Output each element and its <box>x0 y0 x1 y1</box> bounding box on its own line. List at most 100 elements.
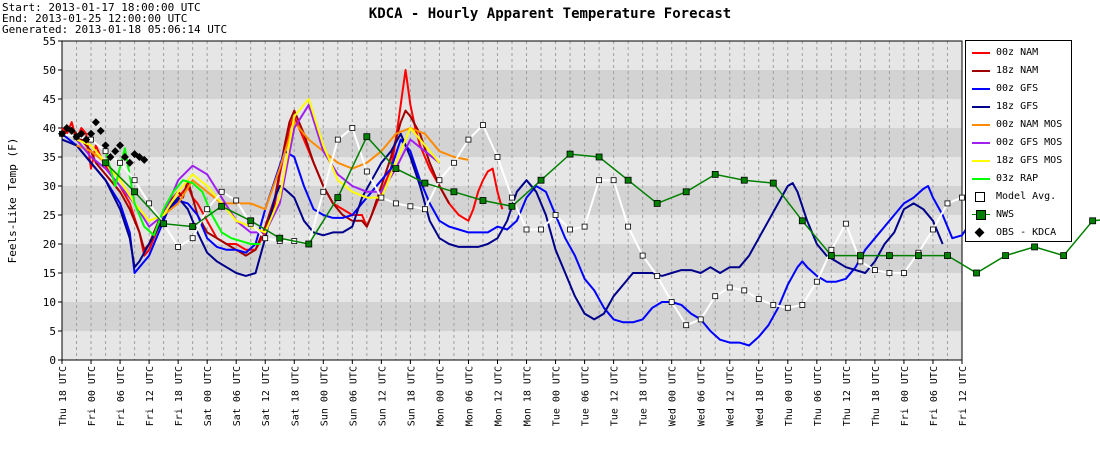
point-model-avg <box>741 287 748 294</box>
point-model-avg <box>770 301 777 308</box>
x-tick-label: Fri 06 UTC <box>116 366 127 426</box>
point-nws <box>740 176 748 184</box>
x-tick-label: Sun 12 UTC <box>377 366 388 426</box>
x-tick-label: Mon 18 UTC <box>523 366 534 426</box>
point-nws <box>653 199 661 207</box>
legend-swatch <box>972 227 990 238</box>
point-nws <box>131 188 138 196</box>
point-nws <box>247 217 255 225</box>
point-model-avg <box>175 243 182 250</box>
series-line-nws <box>105 135 1100 274</box>
point-model-avg <box>262 235 269 242</box>
legend-swatch <box>972 124 990 126</box>
point-model-avg <box>654 272 661 279</box>
point-obs-kdca <box>67 126 76 135</box>
point-obs-kdca <box>82 135 91 144</box>
legend: 00z NAM 18z NAM 00z GFS 18z GFS 00z NAM MOS 0… <box>965 40 1072 242</box>
point-nws <box>189 223 197 231</box>
y-tick-label: 20 <box>43 238 56 251</box>
point-nws <box>305 240 313 248</box>
point-nws <box>827 252 835 260</box>
legend-swatch <box>972 210 990 220</box>
legend-item-00z-nam: 00z NAM <box>972 45 1038 61</box>
point-model-avg <box>218 188 225 195</box>
point-obs-kdca <box>58 129 66 138</box>
end-time: End: 2013-01-25 12:00:00 UTC <box>2 12 188 25</box>
point-nws <box>363 133 371 141</box>
generated-time: Generated: 2013-01-18 05:06:14 UTC <box>2 23 228 36</box>
legend-swatch <box>972 178 990 180</box>
point-nws <box>566 150 574 158</box>
point-nws <box>102 159 109 167</box>
point-model-avg <box>857 258 864 265</box>
y-tick-label: 10 <box>43 296 56 309</box>
legend-label: 18z NAM <box>996 65 1039 76</box>
legend-label: 00z GFS <box>996 83 1039 94</box>
legend-item-00z-gfs-mos: 00z GFS MOS <box>972 135 1062 151</box>
point-model-avg <box>959 194 965 201</box>
x-tick-label: Thu 00 UTC <box>784 366 795 426</box>
point-model-avg <box>422 206 428 213</box>
x-tick-label: Fri 12 UTC <box>145 366 156 426</box>
point-nws <box>160 220 168 228</box>
legend-item-18z-nam: 18z NAM <box>972 63 1038 79</box>
point-nws <box>595 153 603 161</box>
point-obs-kdca <box>116 141 125 150</box>
point-nws <box>450 188 458 196</box>
point-model-avg <box>755 296 762 303</box>
point-model-avg <box>683 322 690 329</box>
point-model-avg <box>451 159 457 166</box>
y-tick-label: 30 <box>43 180 56 193</box>
legend-item-obs-kdca: OBS - KDCA <box>972 225 1056 241</box>
point-model-avg <box>465 136 472 143</box>
point-nws <box>856 252 864 260</box>
legend-label: 00z NAM <box>996 47 1039 58</box>
x-tick-label: Sun 06 UTC <box>348 366 359 426</box>
point-model-avg <box>726 284 733 291</box>
x-tick-label: Mon 06 UTC <box>464 366 475 426</box>
point-nws <box>537 176 545 184</box>
point-model-avg <box>509 194 515 201</box>
point-obs-kdca <box>125 158 134 167</box>
legend-item-18z-gfs-mos: 18z GFS MOS <box>972 153 1062 169</box>
point-model-avg <box>363 168 370 175</box>
point-obs-kdca <box>140 155 149 164</box>
point-model-avg <box>392 200 399 207</box>
point-obs-kdca <box>91 118 100 127</box>
point-nws <box>682 188 690 196</box>
point-model-avg <box>538 226 544 233</box>
y-tick-label: 25 <box>43 209 56 222</box>
y-tick-label: 55 <box>43 35 56 48</box>
y-tick-label: 45 <box>43 93 56 106</box>
point-model-avg <box>901 270 907 276</box>
legend-swatch <box>972 88 990 90</box>
point-model-avg <box>596 177 602 184</box>
legend-item-00z-gfs: 00z GFS <box>972 81 1038 97</box>
x-tick-label: Fri 06 UTC <box>929 366 940 426</box>
point-model-avg <box>712 293 719 300</box>
x-tick-label: Sun 18 UTC <box>406 366 417 426</box>
point-model-avg <box>872 267 878 274</box>
legend-label: Model Avg. <box>996 191 1057 202</box>
point-model-avg <box>828 246 835 253</box>
x-tick-label: Sat 12 UTC <box>261 366 272 426</box>
x-tick-label: Tue 18 UTC <box>639 366 650 426</box>
x-tick-label: Mon 00 UTC <box>435 366 446 426</box>
point-nws <box>276 234 284 242</box>
point-model-avg <box>233 197 240 204</box>
x-tick-label: Wed 00 UTC <box>668 366 679 426</box>
y-tick-label: 5 <box>49 325 56 338</box>
point-nws <box>392 165 400 173</box>
legend-item-18z-gfs: 18z GFS <box>972 99 1038 115</box>
point-model-avg <box>378 194 385 201</box>
point-nws <box>886 252 893 260</box>
x-tick-label: Thu 12 UTC <box>842 366 853 426</box>
x-tick-label: Thu 06 UTC <box>813 366 824 426</box>
point-model-avg <box>581 223 588 230</box>
point-model-avg <box>625 223 632 230</box>
point-nws <box>508 202 516 210</box>
point-nws <box>944 252 951 260</box>
x-tick-label: Thu 18 UTC <box>58 366 69 426</box>
point-model-avg <box>131 177 138 184</box>
point-model-avg <box>204 206 211 213</box>
